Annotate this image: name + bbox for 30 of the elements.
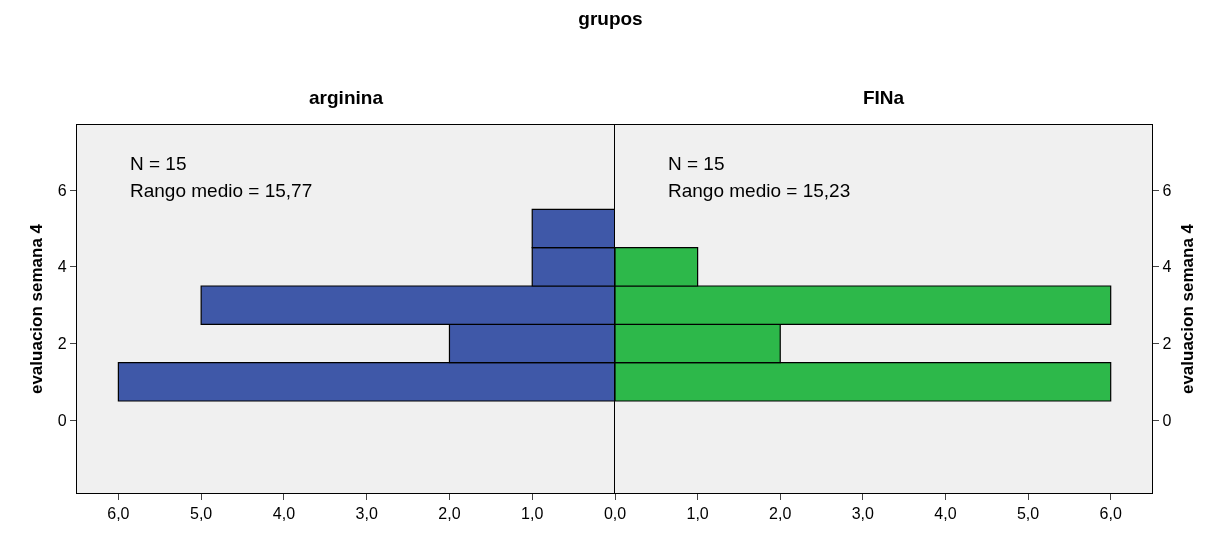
y-tick-label: 2 [1162, 335, 1172, 353]
annotation: Rango medio = 15,23 [668, 180, 851, 201]
x-tick-label: 6,0 [107, 505, 130, 523]
annotation: N = 15 [668, 153, 725, 174]
y-tick-label: 0 [1162, 411, 1172, 429]
y-axis-title: evaluacion semana 4 [27, 223, 47, 395]
x-tick-label: 0,0 [603, 505, 627, 523]
chart-subtitle: arginina [309, 86, 384, 108]
x-tick-label: 1,0 [686, 505, 709, 523]
x-tick-label: 3,0 [355, 505, 378, 523]
x-tick-label: 1,0 [521, 505, 544, 523]
x-tick-label: 3,0 [851, 505, 875, 523]
y-tick-label: 4 [57, 258, 67, 276]
x-tick-label: 4,0 [272, 505, 296, 523]
y-tick-label: 6 [1162, 181, 1172, 199]
y-tick-label: 0 [57, 411, 67, 429]
y-tick-label: 2 [57, 335, 67, 353]
y-tick-label: 4 [1162, 258, 1172, 276]
x-tick-label: 6,0 [1099, 505, 1122, 523]
x-tick-label: 5,0 [1016, 505, 1040, 523]
y-tick-label: 6 [57, 181, 67, 199]
y-axis-title: evaluacion semana 4 [1177, 223, 1197, 395]
annotation: Rango medio = 15,77 [130, 180, 313, 201]
x-tick-label: 5,0 [190, 505, 213, 523]
x-tick-label: 2,0 [438, 505, 461, 523]
chart-title: grupos [577, 8, 644, 30]
x-tick-label: 2,0 [769, 505, 792, 523]
x-tick-label: 4,0 [934, 505, 957, 523]
chart-subtitle: FINa [862, 86, 905, 108]
annotation: N = 15 [130, 153, 187, 174]
